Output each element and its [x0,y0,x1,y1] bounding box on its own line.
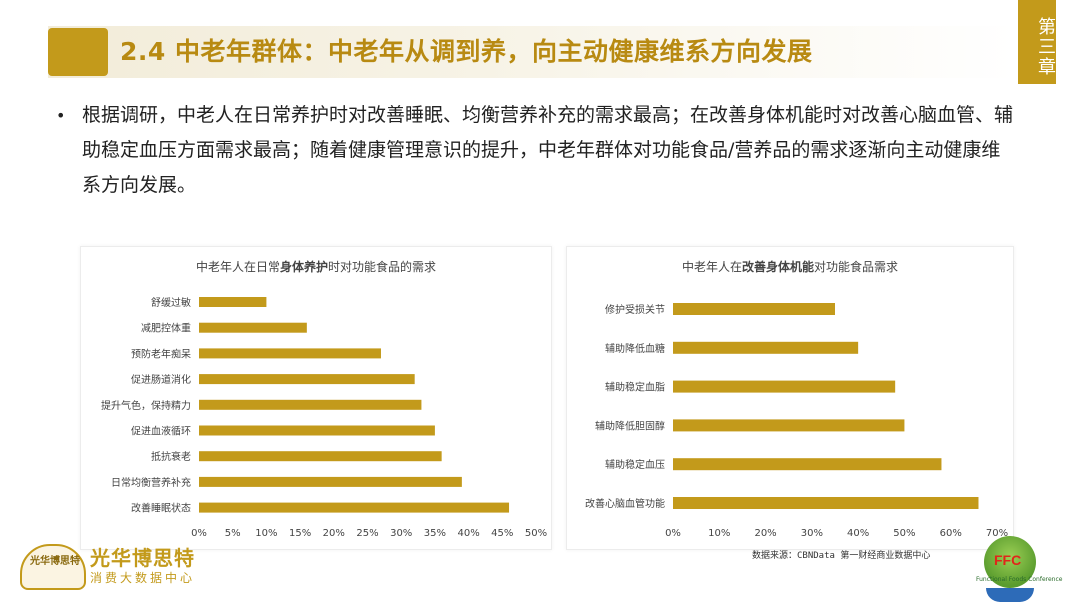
category-label: 改善睡眠状态 [131,502,191,515]
bar [673,497,979,509]
category-label: 促进肠道消化 [131,373,191,386]
tick-label: 50% [525,528,547,539]
logo-subtitle: 消费大数据中心 [90,571,196,585]
tick-label: 15% [289,528,311,539]
category-label: 辅助降低胆固醇 [595,419,665,432]
bar [673,341,859,354]
chart-title-part: 改善身体机能 [742,259,814,274]
intro-text: 根据调研，中老人在日常养护时对改善睡眠、均衡营养补充的需求最高；在改善身体机能时… [82,104,1014,196]
chart-title-part: 身体养护 [280,259,328,274]
tick-label: 60% [940,528,962,539]
bar [199,297,267,307]
chart-title-part: 对功能食品需求 [814,259,898,274]
category-label: 日常均衡营养补充 [111,476,191,489]
ffc-logo-subtitle: Functional Foods Conference [976,576,1063,583]
category-label: 辅助稳定血压 [605,458,665,471]
bar [199,348,381,359]
category-label: 修护受损关节 [605,303,665,316]
tick-label: 10% [708,528,730,539]
chart-title-part: 中老年人在 [682,259,742,274]
guanghua-logo: 光华博思特 光华博思特 消费大数据中心 [16,540,216,600]
chart-title-part: 时对功能食品的需求 [328,259,436,274]
bar [673,419,905,432]
category-label: 预防老年痴呆 [131,347,191,360]
category-label: 舒缓过敏 [151,296,191,309]
bar [673,380,896,393]
tick-label: 30% [390,528,412,539]
bar [199,502,510,513]
bar [199,451,442,462]
chart-daily-care: 中老年人在日常身体养护时对功能食品的需求舒缓过敏减肥控体重预防老年痴呆 促进肠道消… [80,246,552,550]
tick-label: 10% [255,528,277,539]
category-label: 改善心脑血管功能 [585,497,665,510]
bar [673,303,835,315]
category-label: 提升气色，保持精力 [101,399,191,412]
chart-title: 中老年人在改善身体机能对功能食品需求 [682,259,898,274]
bar [199,374,415,385]
chart-daily-care-svg: 中老年人在日常身体养护时对功能食品的需求舒缓过敏减肥控体重预防老年痴呆促进肠道消… [101,259,547,539]
category-label: 辅助降低血糖 [605,342,665,355]
category-label: 抵抗衰老 [151,450,191,463]
tick-label: 25% [356,528,378,539]
category-label: 减肥控体重 [141,322,191,335]
tick-label: 5% [225,528,241,539]
tick-label: 40% [457,528,479,539]
source-note: 数据来源：CBNData 第一财经商业数据中心 [752,551,931,561]
tick-label: 20% [323,528,345,539]
category-label: 辅助稳定血脂 [605,381,665,394]
tick-label: 0% [665,528,681,539]
bullet-icon: • [56,106,66,125]
bar [199,425,435,436]
tick-label: 35% [424,528,446,539]
title-accent-block [48,28,108,76]
chapter-tab[interactable]: 第三章 [1018,0,1056,84]
tick-label: 30% [801,528,823,539]
chart-title-part: 中老年人在日常 [196,259,280,274]
chart-body-function: 中老年人在改善身体机能对功能食品需求修护受损关节 辅助降低血糖 辅助稳定血脂辅助降低… [566,246,1014,550]
intro-paragraph: • 根据调研，中老人在日常养护时对改善睡眠、均衡营养补充的需求最高；在改善身体机… [56,98,1016,203]
chart-title: 中老年人在日常身体养护时对功能食品的需求 [196,259,436,274]
title-bar [48,26,1016,78]
tick-label: 0% [191,528,207,539]
page-title: 2.4 中老年群体：中老年从调到养，向主动健康维系方向发展 [120,37,813,66]
chart-body-function-svg: 中老年人在改善身体机能对功能食品需求修护受损关节辅助降低血糖辅助稳定血脂辅助降低… [585,259,1008,539]
tick-label: 45% [491,528,513,539]
ffc-globe-icon [986,588,1034,602]
bar [199,399,422,410]
logo-name: 光华博思特 [90,546,195,570]
ffc-logo: FFC Functional Foods Conference [976,536,1063,604]
ffc-tree-icon [984,536,1036,588]
tick-label: 40% [847,528,869,539]
bar [199,476,462,487]
logo-mark-text: 光华博思特 [30,556,80,567]
tick-label: 20% [754,528,776,539]
tick-label: 50% [893,528,915,539]
tick-label: 70% [986,528,1008,539]
bar [199,322,307,333]
mortarboard-logo-icon: 光华博思特 [20,544,86,590]
bar [673,458,942,471]
ffc-logo-text: FFC [994,552,1022,568]
category-label: 促进血液循环 [131,425,191,438]
